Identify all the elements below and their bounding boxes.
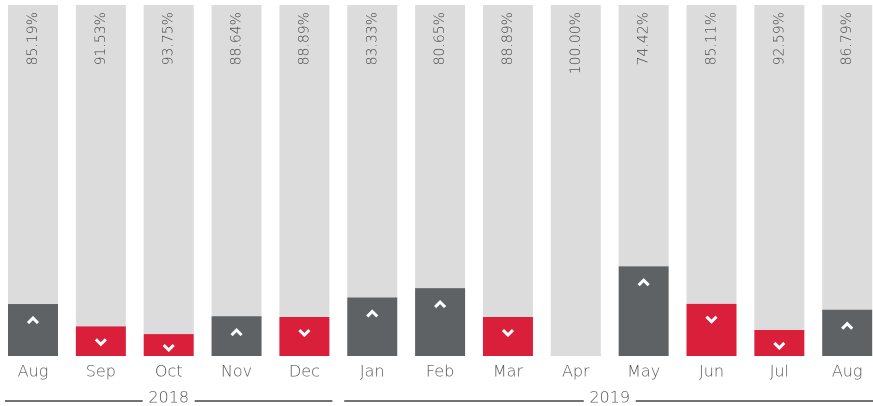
bar-segment: [143, 334, 194, 356]
bar-segment: [754, 329, 805, 356]
bar-segment: [8, 5, 58, 305]
trend-arrow: [298, 328, 311, 338]
x-tick-label: Feb: [426, 362, 454, 381]
x-tick-label: Aug: [832, 362, 863, 381]
trend-arrow: [773, 341, 786, 351]
trend-arrow: [434, 299, 447, 309]
group-label: 2018: [148, 388, 189, 406]
x-tick-label: Nov: [221, 362, 252, 381]
bar-segment: [75, 5, 126, 327]
bar-segment: [211, 5, 262, 317]
bar-segment: [550, 5, 601, 356]
trend-arrow: [230, 328, 243, 337]
bar-segment: [8, 304, 58, 356]
x-tick-label: Jan: [360, 362, 385, 381]
x-tick-label: Jul: [770, 362, 789, 381]
value-label: 85.11%: [704, 12, 720, 65]
trend-arrow: [841, 321, 854, 330]
value-label: 80.65%: [432, 12, 448, 65]
bar-segment: [279, 5, 330, 318]
bar-segment: [686, 5, 737, 304]
x-tick-label: Aug: [18, 362, 49, 381]
value-label: 86.79%: [839, 12, 855, 65]
bar-segment: [415, 5, 466, 289]
bar-segment: [686, 303, 737, 356]
bar-segment: [415, 288, 466, 356]
trend-arrow: [637, 278, 650, 287]
trend-arrow: [162, 343, 175, 353]
bar-segment: [143, 5, 194, 335]
value-label: 92.59%: [771, 12, 787, 65]
value-label: 83.33%: [364, 12, 380, 65]
bar-segment: [822, 5, 873, 310]
value-label: 85.19%: [25, 12, 41, 65]
x-tick-label: Mar: [493, 362, 524, 381]
trend-arrow: [26, 315, 40, 325]
value-label: 88.89%: [500, 12, 516, 65]
x-tick-label: Dec: [289, 362, 320, 381]
bar-segment: [754, 5, 805, 330]
value-label: 88.64%: [229, 12, 245, 65]
value-label: 74.42%: [636, 12, 652, 65]
bar-segment: [347, 5, 398, 298]
trend-arrow: [501, 328, 515, 338]
x-tick-label: Jun: [699, 362, 724, 381]
value-label: 91.53%: [93, 12, 109, 65]
bar-segment: [211, 316, 262, 356]
x-tick-label: Sep: [86, 362, 116, 381]
bar-segment: [347, 297, 398, 356]
bar-segment: [75, 326, 126, 356]
trend-arrow: [705, 315, 718, 324]
value-label: 100.00%: [568, 12, 584, 74]
bar-segment: [618, 5, 669, 267]
x-tick-label: May: [627, 362, 660, 381]
bar-segment: [482, 5, 533, 318]
trend-arrow: [366, 309, 379, 318]
x-tick-label: Apr: [562, 362, 590, 381]
trend-arrow: [94, 338, 107, 347]
value-label: 88.89%: [296, 12, 312, 65]
group-label: 2019: [589, 388, 630, 406]
bar-segment: [822, 309, 873, 356]
x-tick-label: Oct: [155, 362, 183, 381]
value-label: 93.75%: [161, 12, 177, 65]
